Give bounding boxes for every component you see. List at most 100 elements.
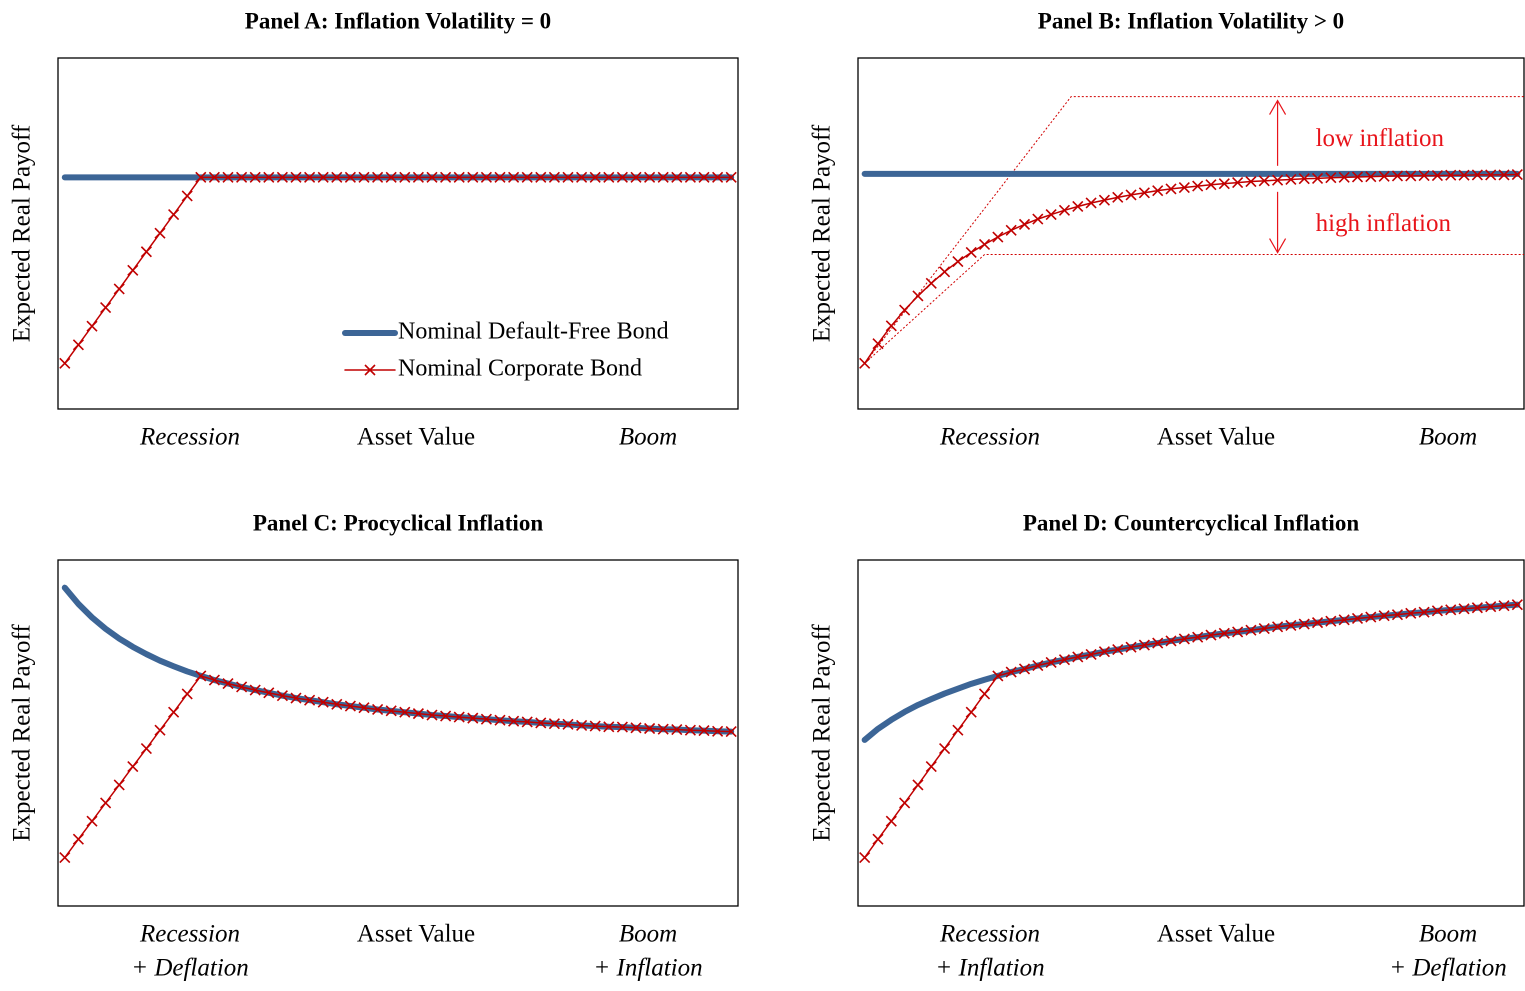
- marker: [222, 677, 234, 690]
- marker: [154, 724, 166, 736]
- marker: [195, 171, 207, 183]
- marker: [1471, 602, 1483, 614]
- marker: [1045, 656, 1057, 668]
- marker: [304, 694, 316, 706]
- marker: [965, 246, 977, 259]
- marker: [1112, 191, 1124, 203]
- series-line: [863, 173, 1519, 365]
- marker: [494, 171, 506, 183]
- marker: [965, 706, 977, 718]
- marker: [508, 171, 520, 183]
- marker: [480, 713, 492, 725]
- marker: [453, 711, 465, 723]
- marker: [1285, 619, 1297, 631]
- marker: [562, 718, 574, 730]
- panel-title: Panel C: Procyclical Inflation: [253, 510, 543, 535]
- marker: [181, 190, 193, 202]
- marker: [1445, 604, 1457, 616]
- marker: [113, 283, 125, 295]
- plot-frame: [857, 559, 1525, 907]
- marker: [1218, 627, 1230, 639]
- marker: [1125, 189, 1137, 201]
- marker: [939, 266, 951, 278]
- marker: [1192, 180, 1204, 192]
- marker: [127, 264, 139, 276]
- marker: [1018, 218, 1031, 230]
- marker: [358, 702, 370, 714]
- marker: [1351, 171, 1364, 183]
- marker: [1032, 659, 1044, 672]
- marker: [1192, 631, 1204, 643]
- regime-label: Recession: [939, 424, 1040, 451]
- marker: [548, 718, 560, 730]
- regime-label: Boom: [1419, 424, 1477, 451]
- marker: [1391, 170, 1404, 182]
- marker: [978, 238, 991, 250]
- marker: [939, 743, 951, 755]
- marker: [467, 171, 479, 183]
- marker: [195, 670, 207, 682]
- x-axis-label: Asset Value: [1157, 921, 1275, 948]
- marker: [208, 674, 220, 686]
- marker: [1218, 178, 1230, 190]
- marker: [603, 171, 615, 183]
- marker: [1511, 599, 1523, 611]
- marker: [1365, 171, 1377, 183]
- marker: [616, 721, 628, 733]
- marker: [304, 171, 316, 183]
- marker: [1072, 651, 1084, 663]
- marker: [1431, 170, 1443, 182]
- marker: [1351, 612, 1364, 625]
- marker: [1418, 606, 1430, 618]
- marker: [113, 779, 125, 791]
- marker: [372, 703, 384, 716]
- marker: [1325, 615, 1337, 627]
- plot-frame: [857, 57, 1525, 410]
- marker: [712, 725, 724, 737]
- marker: [885, 815, 897, 827]
- marker: [1005, 666, 1017, 678]
- panel: Panel B: Inflation Volatility > 0 Expecte…: [809, 8, 1525, 451]
- marker: [1058, 654, 1071, 666]
- marker: [1152, 637, 1164, 649]
- marker: [925, 760, 937, 773]
- marker: [1378, 170, 1390, 182]
- marker: [872, 833, 884, 845]
- marker: [168, 208, 180, 221]
- marker: [399, 706, 411, 718]
- marker: [1378, 610, 1390, 622]
- marker: [1072, 200, 1084, 213]
- marker: [1138, 187, 1150, 199]
- marker: [385, 705, 397, 717]
- marker: [992, 670, 1004, 682]
- marker: [589, 171, 601, 183]
- marker: [859, 357, 871, 369]
- marker: [1405, 607, 1417, 619]
- regime-label: + Deflation: [1389, 955, 1507, 982]
- marker: [1458, 603, 1470, 615]
- marker: [644, 171, 656, 183]
- marker: [1138, 639, 1150, 651]
- marker: [508, 715, 520, 727]
- marker: [86, 815, 98, 827]
- marker: [521, 171, 533, 183]
- marker: [1298, 173, 1310, 185]
- marker: [671, 171, 683, 183]
- marker: [712, 171, 724, 183]
- marker: [263, 171, 275, 183]
- regime-label: + Inflation: [935, 955, 1044, 982]
- marker: [453, 171, 465, 183]
- marker: [1498, 600, 1510, 612]
- arrow-head: [1269, 238, 1287, 254]
- marker: [249, 684, 261, 696]
- marker: [1272, 174, 1284, 186]
- marker: [72, 339, 84, 351]
- plot-frame: [57, 57, 739, 410]
- marker: [1032, 213, 1044, 225]
- marker: [331, 698, 343, 710]
- marker: [1178, 633, 1190, 645]
- marker: [521, 716, 533, 728]
- legend-label: Nominal Default-Free Bond: [398, 319, 669, 345]
- marker: [290, 171, 302, 183]
- marker: [630, 171, 642, 183]
